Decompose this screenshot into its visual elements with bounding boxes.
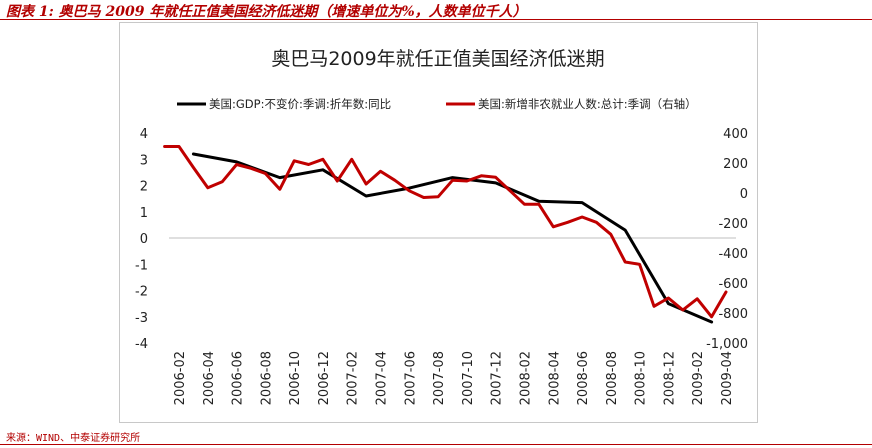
x-tick-label: 2008-02 — [518, 351, 533, 405]
left-tick-label: -2 — [135, 285, 148, 300]
left-tick-label: 2 — [140, 180, 148, 195]
right-tick-label: 400 — [723, 127, 748, 142]
x-tick-label: 2008-06 — [576, 351, 591, 405]
x-tick-label: 2006-06 — [231, 351, 246, 405]
right-axis-ticks: 400 200 0 -200 -400 -600 -800 -1,000 — [706, 127, 748, 352]
x-tick-label: 2006-10 — [288, 351, 303, 405]
x-tick-label: 2007-08 — [432, 351, 447, 405]
chart-svg: 奥巴马2009年就任正值美国经济低迷期 美国:GDP:不变价:季调:折年数:同比… — [135, 48, 748, 405]
legend-label-payroll: 美国:新增非农就业人数:总计:季调（右轴） — [478, 97, 697, 111]
series-layer — [163, 145, 728, 324]
x-tick-label: 2008-12 — [662, 351, 677, 405]
x-tick-label: 2006-02 — [173, 351, 188, 405]
x-tick-label: 2006-08 — [259, 351, 274, 405]
figure-caption: 图表 1: 奥巴马 2009 年就任正值美国经济低迷期（增速单位为%，人数单位千… — [6, 4, 527, 20]
x-tick-label: 2006-04 — [202, 351, 217, 405]
left-axis-ticks: 4 3 2 1 0 -1 -2 -3 -4 — [135, 127, 148, 352]
x-tick-label: 2007-10 — [461, 351, 476, 405]
right-tick-label: 0 — [740, 187, 748, 202]
x-tick-label: 2008-04 — [547, 351, 562, 405]
bottom-divider — [0, 444, 872, 445]
x-tick-label: 2007-04 — [375, 351, 390, 405]
right-tick-label: -1,000 — [706, 337, 748, 352]
left-tick-label: -4 — [135, 337, 148, 352]
x-tick-label: 2007-02 — [346, 351, 361, 405]
x-tick-label: 2007-06 — [403, 351, 418, 405]
x-tick-label: 2007-12 — [490, 351, 505, 405]
x-axis: 2006-02 2006-04 2006-06 2006-08 2006-10 2006-… — [169, 237, 736, 405]
x-tick-label: 2008-08 — [605, 351, 620, 405]
left-tick-label: 0 — [140, 232, 148, 247]
legend: 美国:GDP:不变价:季调:折年数:同比 美国:新增非农就业人数:总计:季调（右… — [177, 97, 697, 111]
left-tick-label: -1 — [135, 258, 148, 273]
right-tick-label: -200 — [718, 217, 748, 232]
left-tick-label: 3 — [140, 153, 148, 168]
x-tick-label: 2009-02 — [691, 351, 706, 405]
right-tick-label: -800 — [718, 307, 748, 322]
left-tick-label: 1 — [140, 206, 148, 221]
right-tick-label: 200 — [723, 157, 748, 172]
left-tick-label: 4 — [140, 127, 148, 142]
gdp-series-line — [191, 152, 714, 324]
payroll-series-line — [163, 145, 728, 319]
x-tick-label: 2006-12 — [317, 351, 332, 405]
chart-title: 奥巴马2009年就任正值美国经济低迷期 — [271, 48, 604, 70]
left-tick-label: -3 — [135, 311, 148, 326]
x-tick-label: 2008-10 — [634, 351, 649, 405]
right-tick-label: -400 — [718, 247, 748, 262]
caption-divider — [0, 19, 872, 20]
source-note: 来源：WIND、中泰证券研究所 — [6, 433, 141, 444]
legend-label-gdp: 美国:GDP:不变价:季调:折年数:同比 — [209, 97, 391, 111]
x-tick-label: 2009-04 — [720, 351, 735, 405]
chart-frame: 奥巴马2009年就任正值美国经济低迷期 美国:GDP:不变价:季调:折年数:同比… — [119, 22, 758, 423]
right-tick-label: -600 — [718, 277, 748, 292]
